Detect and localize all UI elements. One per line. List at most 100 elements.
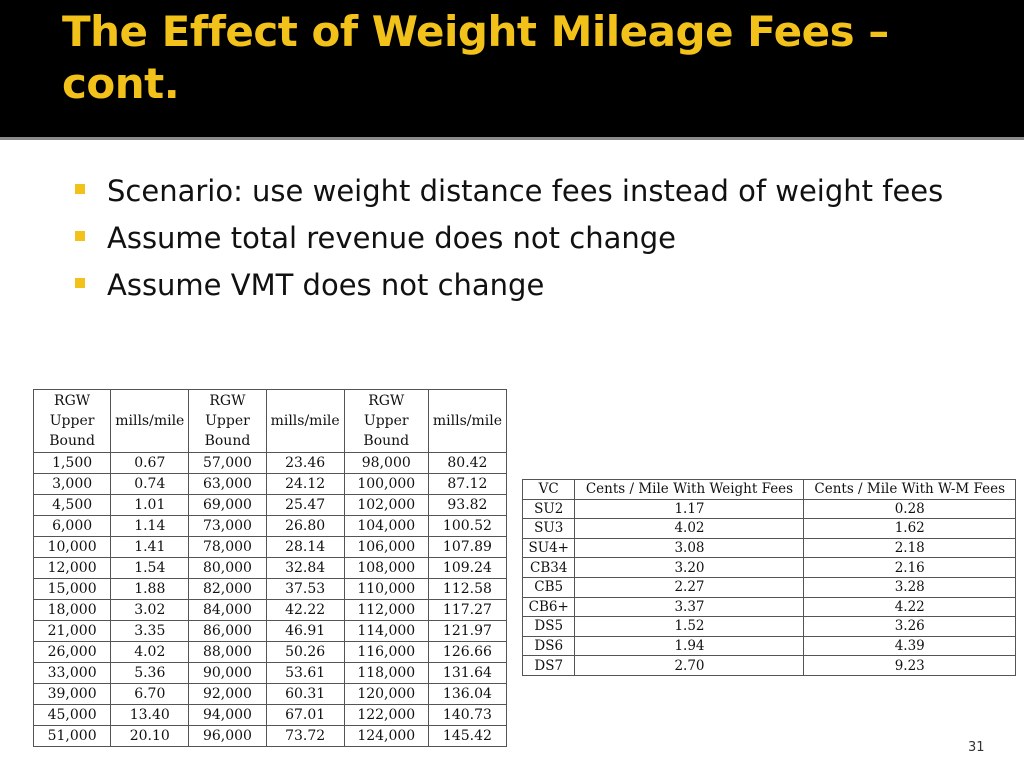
table-cell: 1.14 <box>110 515 190 537</box>
bullet-item: Assume VMT does not change <box>72 262 982 309</box>
table-cell: CB6+ <box>521 596 576 618</box>
table-cell: 73.72 <box>265 725 345 747</box>
table-cell: 39,000 <box>32 683 112 705</box>
table-cell: 3.20 <box>574 557 805 578</box>
table-cell: 1.88 <box>110 578 190 600</box>
table-row: 6,000 1.14 73,000 26.80 104,000 100.52 <box>32 515 508 537</box>
table-row: DS6 1.94 4.39 <box>521 635 1016 657</box>
table-row: SU4+ 3.08 2.18 <box>521 537 1016 559</box>
table-cell: 0.28 <box>803 498 1016 520</box>
table-row: 18,000 3.02 84,000 42.22 112,000 117.27 <box>32 599 508 621</box>
table-cell: 4.22 <box>803 596 1016 618</box>
table-cell: 4,500 <box>32 494 112 516</box>
column-header: mills/mile <box>427 389 508 453</box>
bullet-item: Assume total revenue does not change <box>72 215 982 262</box>
table-row: 15,000 1.88 82,000 37.53 110,000 112.58 <box>32 578 508 600</box>
table-cell: 51,000 <box>32 725 112 747</box>
table-cell: 84,000 <box>188 599 267 621</box>
table-cell: 13.40 <box>110 704 190 726</box>
table-cell: 21,000 <box>32 620 112 642</box>
bullet-text: Assume VMT does not change <box>107 268 545 302</box>
square-bullet-icon <box>75 231 85 241</box>
table-cell: 100.52 <box>427 515 508 537</box>
table-cell: 100,000 <box>343 473 429 495</box>
table-cell: 1,500 <box>32 452 112 474</box>
table-row: 39,000 6.70 92,000 60.31 120,000 136.04 <box>32 683 508 705</box>
table-cell: 33,000 <box>32 662 112 684</box>
table-cell: 3.35 <box>110 620 190 642</box>
table-cell: 45,000 <box>32 704 112 726</box>
table-cell: 1.94 <box>574 635 805 657</box>
table-cell: 24.12 <box>265 473 345 495</box>
title-bar: The Effect of Weight Mileage Fees – cont… <box>0 0 1024 137</box>
table-cell: SU2 <box>521 498 576 520</box>
table-cell: 3.02 <box>110 599 190 621</box>
table-cell: 1.17 <box>574 498 805 520</box>
table-cell: 124,000 <box>343 725 429 747</box>
table-cell: 2.70 <box>574 655 805 676</box>
table-cell: 122,000 <box>343 704 429 726</box>
table-cell: 26,000 <box>32 641 112 663</box>
table-cell: 4.39 <box>803 635 1016 657</box>
table-cell: 4.02 <box>574 518 805 539</box>
table-cell: SU3 <box>521 518 576 539</box>
table-cell: 112.58 <box>427 578 508 600</box>
table-row: 12,000 1.54 80,000 32.84 108,000 109.24 <box>32 557 508 579</box>
table-cell: 57,000 <box>188 452 267 474</box>
table-row: 45,000 13.40 94,000 67.01 122,000 140.73 <box>32 704 508 726</box>
table-cell: 73,000 <box>188 515 267 537</box>
table-cell: 87.12 <box>427 473 508 495</box>
table-cell: SU4+ <box>521 537 576 559</box>
table-row: DS5 1.52 3.26 <box>521 616 1016 637</box>
column-header: VC <box>521 479 576 500</box>
table-cell: 86,000 <box>188 620 267 642</box>
table-cell: 63,000 <box>188 473 267 495</box>
table-cell: 20.10 <box>110 725 190 747</box>
table-cell: 80.42 <box>427 452 508 474</box>
table-row: 51,000 20.10 96,000 73.72 124,000 145.42 <box>32 725 508 747</box>
table-cell: 53.61 <box>265 662 345 684</box>
table-cell: DS5 <box>521 616 576 637</box>
title-divider <box>0 137 1024 140</box>
table-cell: 120,000 <box>343 683 429 705</box>
table-cell: 15,000 <box>32 578 112 600</box>
table-cell: 26.80 <box>265 515 345 537</box>
table-cell: 1.54 <box>110 557 190 579</box>
column-header: RGW Upper Bound <box>188 389 267 453</box>
table-cell: 37.53 <box>265 578 345 600</box>
table-cell: CB5 <box>521 576 576 598</box>
table-cell: 117.27 <box>427 599 508 621</box>
column-header: mills/mile <box>265 389 345 453</box>
table-cell: 25.47 <box>265 494 345 516</box>
table-header-row: VC Cents / Mile With Weight Fees Cents /… <box>521 479 1016 500</box>
table-cell: 3.08 <box>574 537 805 559</box>
table-cell: 4.02 <box>110 641 190 663</box>
table-cell: DS6 <box>521 635 576 657</box>
table-cell: 46.91 <box>265 620 345 642</box>
table-cell: 5.36 <box>110 662 190 684</box>
table-cell: 32.84 <box>265 557 345 579</box>
table-cell: 82,000 <box>188 578 267 600</box>
table-cell: 0.74 <box>110 473 190 495</box>
table-cell: 112,000 <box>343 599 429 621</box>
table-cell: 94,000 <box>188 704 267 726</box>
table-cell: 2.27 <box>574 576 805 598</box>
table-row: DS7 2.70 9.23 <box>521 655 1016 676</box>
table-row: CB6+ 3.37 4.22 <box>521 596 1016 618</box>
bullet-list: Scenario: use weight distance fees inste… <box>72 168 982 309</box>
table-cell: 60.31 <box>265 683 345 705</box>
table-cell: 69,000 <box>188 494 267 516</box>
table-cell: 121.97 <box>427 620 508 642</box>
table-cell: 108,000 <box>343 557 429 579</box>
table-cell: 140.73 <box>427 704 508 726</box>
table-cell: 1.52 <box>574 616 805 637</box>
table-cell: 10,000 <box>32 536 112 558</box>
table-header-row: RGW Upper Bound mills/mile RGW Upper Bou… <box>32 389 508 453</box>
table-cell: 78,000 <box>188 536 267 558</box>
table-cell: 3,000 <box>32 473 112 495</box>
table-cell: 1.01 <box>110 494 190 516</box>
table-cell: 88,000 <box>188 641 267 663</box>
table-cell: CB34 <box>521 557 576 578</box>
column-header: Cents / Mile With Weight Fees <box>574 479 805 500</box>
table-cell: 102,000 <box>343 494 429 516</box>
